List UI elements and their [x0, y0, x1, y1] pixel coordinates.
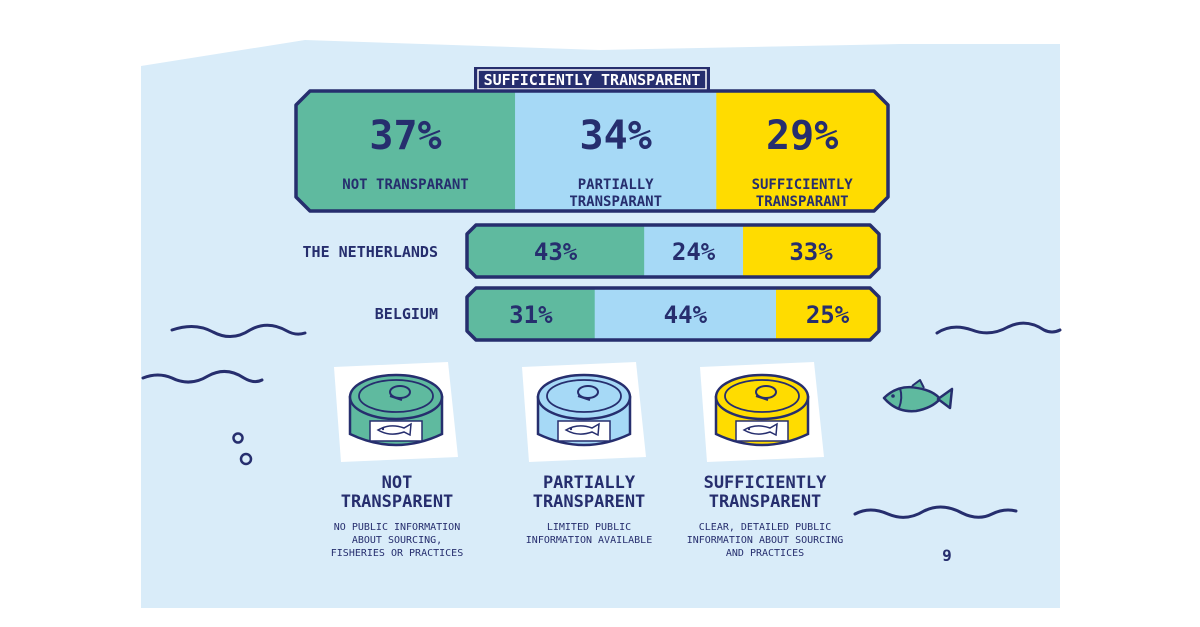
wave-left-lower	[141, 370, 264, 384]
wave-right-lower	[853, 505, 1018, 519]
bar-outline	[294, 89, 890, 213]
bar-segment-partially-transparent	[515, 91, 717, 211]
legend-not-title-line2: TRANSPARENT	[341, 492, 454, 512]
overall-stacked-bar: 37%NOT TRANSPARANT34%PARTIALLYTRANSPARAN…	[294, 89, 890, 213]
legend-partial-title-line2: TRANSPARENT	[533, 492, 646, 512]
legend-not-desc-line3: FISHERIES OR PRACTICES	[331, 548, 463, 559]
bar-outline	[465, 223, 881, 279]
bar-segment-sufficiently-transparent	[716, 91, 888, 211]
data-label-sufficiently-transparent: 33%	[789, 238, 833, 266]
legend-not-desc-line2: ABOUT SOURCING,	[352, 535, 442, 546]
page-number: 9	[942, 546, 952, 565]
yellow-tuna-can-icon	[700, 362, 824, 462]
legend-not-title-line1: NOT	[382, 473, 413, 493]
legend-sufficient-desc-line1: CLEAR, DETAILED PUBLIC	[699, 522, 831, 533]
bar-segment-sufficiently-transparent	[743, 225, 879, 277]
bar-outline	[465, 286, 881, 342]
bar-segment-sufficiently-transparent	[776, 288, 879, 340]
swimming-fish-icon	[882, 379, 954, 413]
segment-label-partially-transparent: PARTIALLY	[578, 177, 654, 193]
wave-left-upper	[170, 323, 307, 338]
bar-segment-not-transparent	[467, 288, 596, 340]
data-label-sufficiently-transparent: 25%	[806, 301, 850, 329]
segment-label-sufficiently-transparent: SUFFICIENTLY	[752, 177, 854, 193]
category-label-belgium: BELGIUM	[375, 305, 438, 323]
legend-partial-desc-line1: LIMITED PUBLIC	[547, 522, 631, 533]
legend-not-desc-line1: NO PUBLIC INFORMATION	[334, 522, 460, 533]
chart-title-badge: SUFFICIENTLY TRANSPARENT	[474, 67, 710, 92]
bubble-icon	[239, 452, 253, 466]
data-label-sufficiently-transparent: 29%	[766, 113, 838, 159]
data-label-partially-transparent: 24%	[672, 238, 716, 266]
category-label-netherlands: THE NETHERLANDS	[303, 243, 438, 261]
data-label-partially-transparent: 34%	[580, 113, 652, 159]
bubble-icon	[232, 432, 244, 444]
wave-right-upper	[935, 321, 1062, 335]
netherlands-stacked-bar: 43% 24% 33%	[465, 223, 881, 279]
legend-partial-desc-line2: INFORMATION AVAILABLE	[526, 535, 652, 546]
data-label-not-transparent: 43%	[534, 238, 578, 266]
bar-segment-partially-transparent	[594, 288, 777, 340]
bar-segment-not-transparent	[467, 225, 645, 277]
chart-title: SUFFICIENTLY TRANSPARENT	[484, 71, 701, 89]
belgium-stacked-bar: 31% 44% 25%	[465, 286, 881, 342]
data-label-not-transparent: 37%	[369, 113, 441, 159]
segment-label-not-transparent: NOT TRANSPARANT	[342, 177, 468, 193]
legend-sufficient-desc-line3: AND PRACTICES	[726, 548, 804, 559]
data-label-not-transparent: 31%	[509, 301, 553, 329]
segment-label-sufficiently-transparent: TRANSPARANT	[756, 194, 849, 210]
legend-sufficient-title-line1: SUFFICIENTLY	[704, 473, 828, 493]
legend-sufficient-title-line2: TRANSPARENT	[709, 492, 822, 512]
bar-segment-partially-transparent	[644, 225, 744, 277]
bar-segment-not-transparent	[296, 91, 516, 211]
segment-label-partially-transparent: TRANSPARANT	[569, 194, 662, 210]
data-label-partially-transparent: 44%	[664, 301, 708, 329]
green-tuna-can-icon	[334, 362, 458, 462]
legend-partial-title-line1: PARTIALLY	[543, 473, 636, 493]
legend-sufficient-desc-line2: INFORMATION ABOUT SOURCING	[687, 535, 844, 546]
blue-tuna-can-icon	[522, 362, 646, 462]
